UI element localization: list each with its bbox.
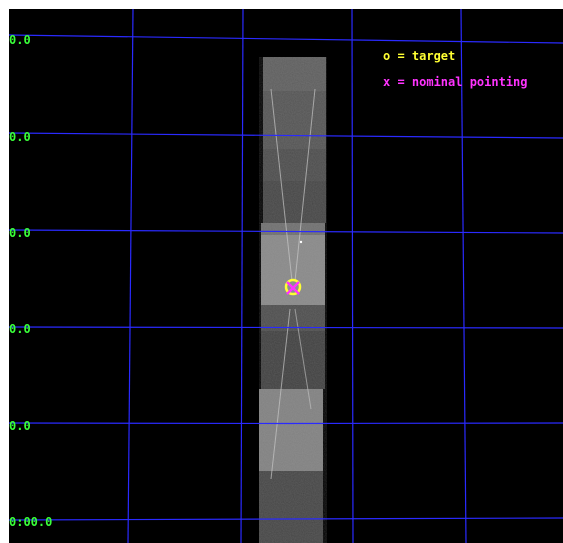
streak (270, 308, 291, 480)
grid-line-dec (9, 422, 563, 425)
target-circle-icon (284, 278, 302, 296)
grid-line-dec (9, 132, 563, 139)
streak (294, 88, 316, 282)
grid-line-dec (9, 517, 563, 521)
grid-line-dec (9, 326, 563, 329)
y-tick-label: 0.0 (9, 419, 31, 433)
grid-line-dec (9, 229, 563, 234)
grid-line-ra (351, 9, 354, 543)
grid-line-ra (460, 9, 467, 543)
grid-line-dec (9, 34, 563, 44)
sky-image-viewport[interactable]: 0.0 0.0 0.0 0.0 0.0 0:00.0 o = target x … (9, 9, 563, 543)
legend-target: o = target (383, 49, 456, 63)
y-tick-label: 0.0 (9, 130, 31, 144)
y-tick-label: 0.0 (9, 33, 31, 47)
star (299, 240, 303, 244)
strip-noise (259, 57, 327, 543)
y-tick-label: 0.0 (9, 322, 31, 336)
y-tick-label: 0:00.0 (9, 515, 53, 529)
grid-line-ra (240, 9, 244, 543)
legend-nominal-pointing: x = nominal pointing (383, 75, 528, 89)
streak (270, 88, 293, 282)
nominal-pointing-x-icon (286, 281, 300, 295)
streak (294, 308, 312, 410)
y-tick-label: 0.0 (9, 226, 31, 240)
coordinate-grid (9, 9, 563, 543)
grid-line-ra (127, 9, 134, 543)
image-strip (259, 57, 327, 543)
finding-chart (9, 9, 563, 543)
